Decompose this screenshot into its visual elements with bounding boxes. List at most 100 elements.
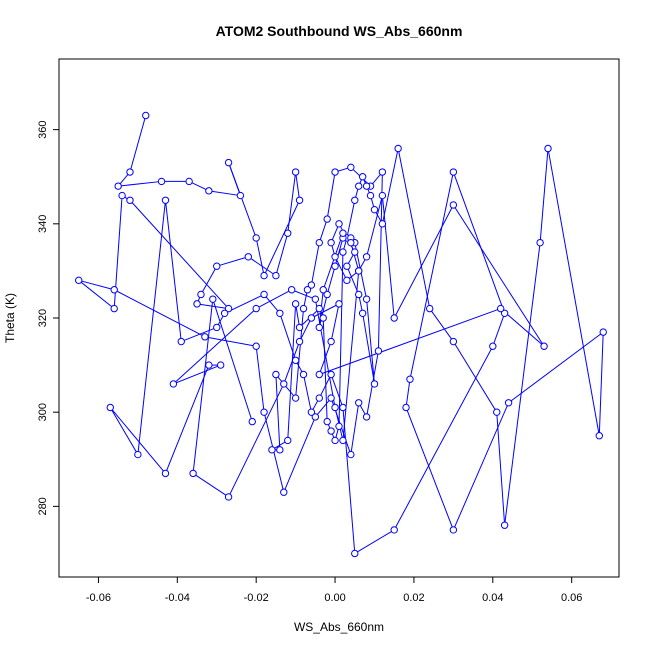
data-point <box>319 286 327 294</box>
series-segment <box>129 199 229 309</box>
data-point <box>185 177 193 186</box>
series-segment <box>165 364 210 474</box>
data-point <box>248 417 256 426</box>
data-point <box>161 196 170 204</box>
series-segment <box>303 374 312 413</box>
data-point <box>169 380 178 388</box>
series-segment <box>405 407 454 531</box>
data-point <box>307 314 316 322</box>
data-point <box>110 304 118 313</box>
series-segment <box>248 256 277 277</box>
data-point <box>157 177 166 186</box>
series-segment <box>275 374 281 450</box>
series-segment <box>366 195 383 257</box>
series-segment <box>409 171 454 380</box>
data-point <box>351 549 359 558</box>
data-point <box>339 248 347 256</box>
series-segment <box>173 308 257 385</box>
x-tick-label: -0.04 <box>165 592 190 604</box>
series-segment <box>318 374 332 399</box>
data-point <box>291 168 300 176</box>
series-segment <box>192 299 214 474</box>
data-point <box>299 370 308 379</box>
series-segment <box>381 195 395 319</box>
x-tick-label: -0.06 <box>86 592 111 604</box>
series-segment <box>109 407 139 455</box>
series-segment <box>287 171 297 234</box>
series-segment <box>326 266 336 295</box>
series-segment <box>508 331 604 404</box>
series-segment <box>78 279 115 291</box>
series-segment <box>342 407 356 554</box>
series-segment <box>228 383 285 498</box>
series-segment <box>322 317 328 422</box>
series-segment <box>263 200 301 276</box>
series-segment <box>255 346 265 413</box>
series-segment <box>381 148 399 224</box>
x-tick-label: 0.04 <box>482 592 503 604</box>
data-point <box>177 337 185 346</box>
data-point <box>260 290 268 299</box>
series-segment <box>283 341 301 385</box>
series-segment <box>181 326 217 343</box>
data-point <box>224 304 233 313</box>
data-point <box>311 413 320 421</box>
data-point <box>252 234 260 242</box>
series-segment <box>196 303 229 310</box>
data-point <box>315 323 323 332</box>
y-tick-label: 300 <box>37 403 49 421</box>
data-point <box>536 238 544 247</box>
data-point <box>406 375 414 383</box>
series-segment <box>492 313 506 347</box>
data-point <box>449 201 458 209</box>
data-point <box>291 394 300 402</box>
data-point <box>449 168 458 176</box>
data-point <box>197 290 205 299</box>
data-point <box>327 238 335 247</box>
series-segment <box>405 379 411 408</box>
series-segment <box>452 341 498 413</box>
data-point <box>268 446 276 454</box>
series-segment <box>319 308 501 375</box>
data-point <box>323 417 331 426</box>
series-segment <box>452 402 510 531</box>
data-point <box>370 380 379 388</box>
data-point <box>343 262 351 270</box>
data-point <box>599 328 607 336</box>
series-segment <box>216 256 249 267</box>
data-point <box>331 253 339 261</box>
data-point <box>355 290 363 299</box>
series-segment <box>326 171 336 220</box>
series-segment <box>429 308 454 342</box>
data-point <box>347 163 355 172</box>
data-point <box>287 286 296 294</box>
series-segment <box>547 148 600 436</box>
data-point <box>355 182 363 190</box>
data-point <box>331 168 339 176</box>
data-point <box>362 295 371 303</box>
series-segment <box>295 171 301 201</box>
series-segment <box>362 313 375 385</box>
series-segment <box>330 374 344 408</box>
series-segment <box>255 237 265 276</box>
data-point <box>213 262 221 270</box>
data-point <box>114 182 122 190</box>
series-segment <box>164 200 182 342</box>
series-segment <box>342 270 360 441</box>
data-point <box>276 309 284 317</box>
data-point <box>224 158 233 167</box>
series-segment <box>322 233 344 290</box>
data-point <box>303 286 312 294</box>
data-point <box>426 304 434 313</box>
data-point <box>335 220 343 228</box>
data-point <box>193 300 201 308</box>
data-point <box>504 399 513 407</box>
series-segment <box>295 303 301 328</box>
data-point <box>295 196 304 204</box>
data-point <box>449 337 458 346</box>
series-segment <box>377 172 383 351</box>
x-tick-label: 0.00 <box>324 592 345 604</box>
data-point <box>126 196 134 204</box>
x-axis-label: WS_Abs_660nm <box>294 620 384 634</box>
data-point <box>220 309 229 317</box>
